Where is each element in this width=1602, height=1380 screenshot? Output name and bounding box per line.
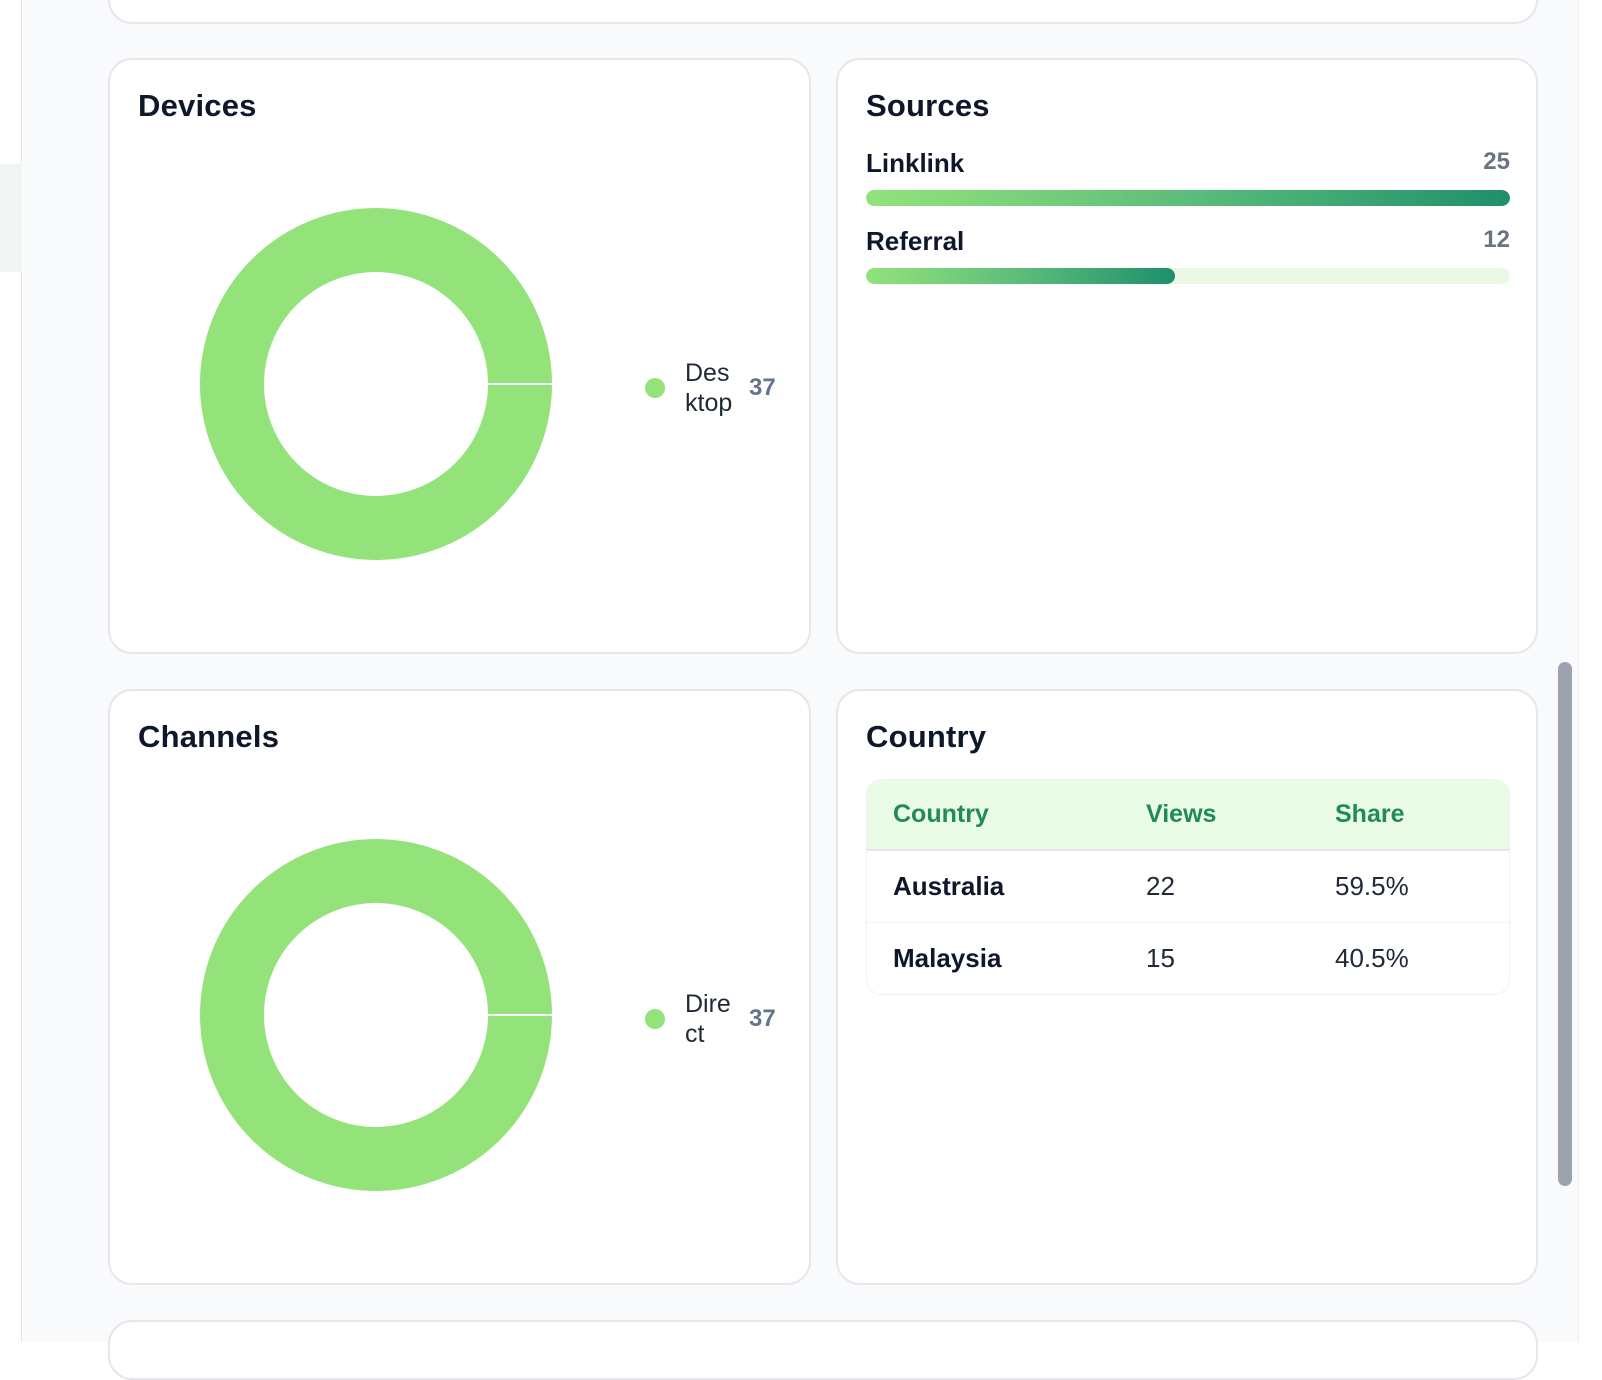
- table-header-row: Country Views Share: [867, 780, 1509, 851]
- share-cell: 59.5%: [1309, 850, 1509, 923]
- column-header-share[interactable]: Share: [1309, 780, 1509, 851]
- source-bar-fill: [866, 190, 1510, 206]
- views-cell: 22: [1120, 850, 1309, 923]
- legend-value-direct: 37: [749, 1005, 776, 1032]
- legend-label-direct: Direct: [685, 990, 731, 1048]
- scrollbar-thumb[interactable]: [1558, 662, 1572, 1186]
- next-card: [108, 1320, 1538, 1380]
- column-header-country[interactable]: Country: [867, 780, 1120, 851]
- source-label: Linklink: [866, 148, 965, 178]
- source-value: 25: [1483, 148, 1510, 175]
- column-header-views[interactable]: Views: [1120, 780, 1309, 851]
- source-bar-track: [866, 268, 1510, 284]
- source-label: Referral: [866, 226, 965, 256]
- channels-card: Channels Direct 37: [108, 689, 811, 1285]
- dashboard-content: Devices Desktop 37 Sources Linklink 25 R…: [23, 0, 1578, 1380]
- source-bar-track: [866, 190, 1510, 206]
- legend-dot-desktop: [645, 378, 665, 398]
- devices-legend[interactable]: Desktop 37: [645, 338, 795, 438]
- channels-slice-direct[interactable]: [200, 839, 552, 1191]
- legend-dot-direct: [645, 1009, 665, 1029]
- legend-value-desktop: 37: [749, 374, 776, 401]
- sources-title: Sources: [866, 88, 990, 123]
- table-row: Australia 22 59.5%: [867, 850, 1509, 923]
- right-gutter: [1578, 0, 1602, 1342]
- source-row-linklink[interactable]: Linklink 25: [866, 148, 1510, 210]
- views-cell: 15: [1146, 942, 1175, 973]
- sidebar-active-item[interactable]: [0, 164, 22, 272]
- country-title: Country: [866, 719, 987, 754]
- country-cell: Malaysia: [893, 942, 1002, 973]
- country-cell: Australia: [867, 850, 1120, 923]
- sidebar-edge: [0, 0, 22, 1342]
- sources-card: Sources Linklink 25 Referral 12: [836, 58, 1538, 654]
- channels-donut-chart[interactable]: [200, 839, 552, 1191]
- share-cell: 40.5%: [1335, 942, 1409, 973]
- devices-title: Devices: [138, 88, 257, 123]
- channels-title: Channels: [138, 719, 280, 754]
- devices-card: Devices Desktop 37: [108, 58, 811, 654]
- devices-slice-desktop[interactable]: [200, 208, 552, 560]
- source-bar-fill: [866, 268, 1176, 284]
- source-row-referral[interactable]: Referral 12: [866, 226, 1510, 288]
- table-row: Malaysia 15 40.5%: [867, 922, 1509, 994]
- source-value: 12: [1483, 226, 1510, 253]
- country-table: Country Views Share Australia 22 59.5% M…: [866, 779, 1510, 995]
- devices-donut-chart[interactable]: [200, 208, 552, 560]
- legend-label-desktop: Desktop: [685, 359, 733, 417]
- previous-card: [108, 0, 1538, 24]
- country-card: Country Country Views Share Australia 22…: [836, 689, 1538, 1285]
- channels-legend[interactable]: Direct 37: [645, 969, 795, 1069]
